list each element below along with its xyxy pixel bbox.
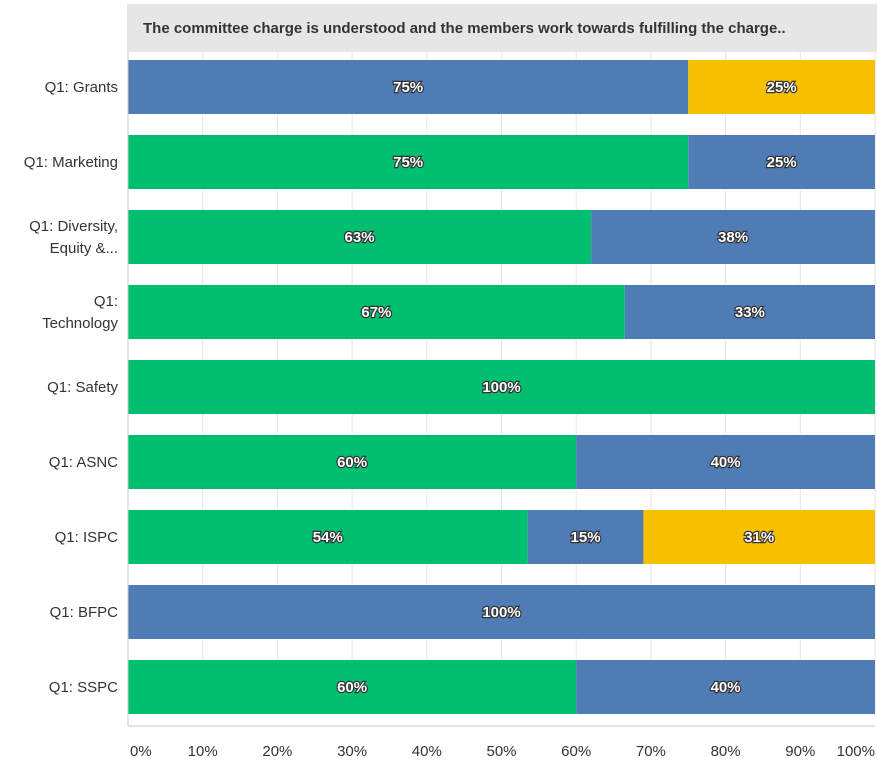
bar-segment xyxy=(688,60,875,114)
category-label: Q1: ISPC xyxy=(55,529,119,546)
data-labels: 75% 25% 75% 25% 63% 38% 67% 33% 100% 60% 40% 54% 15%… xyxy=(312,78,798,697)
data-label: 75% xyxy=(393,154,423,171)
data-label: 75% xyxy=(393,79,423,96)
data-label: 25% xyxy=(767,79,797,96)
bar-segment xyxy=(128,435,577,489)
bar-segment xyxy=(128,585,875,639)
data-label: 25% xyxy=(767,154,797,171)
category-label: Q1: Marketing xyxy=(24,154,118,171)
data-label: 67% xyxy=(361,304,391,321)
data-label: 31% xyxy=(744,529,774,546)
data-label: 40% xyxy=(711,454,741,471)
data-label: 100% xyxy=(482,379,520,396)
bar-segment xyxy=(128,135,689,189)
x-tick-label: 40% xyxy=(412,743,442,760)
x-tick-label: 20% xyxy=(262,743,292,760)
category-label: Q1: BFPC xyxy=(50,604,119,621)
data-label: 33% xyxy=(735,304,765,321)
category-label: Q1: Diversity, Equity &... xyxy=(29,218,118,257)
bar-segment xyxy=(688,135,875,189)
bar-segment xyxy=(643,510,875,564)
category-label: Q1: ASNC xyxy=(49,454,118,471)
bar-segment xyxy=(128,285,625,339)
x-tick-label: 70% xyxy=(636,743,666,760)
bar-segment xyxy=(624,285,875,339)
data-label: 100% xyxy=(482,604,520,621)
x-tick-label: 10% xyxy=(188,743,218,760)
bar-segment xyxy=(128,360,875,414)
x-tick-label: 60% xyxy=(561,743,591,760)
data-label: 60% xyxy=(337,454,367,471)
chart-title: The committee charge is understood and t… xyxy=(143,19,786,37)
data-label: 15% xyxy=(571,529,601,546)
category-label: Q1: SSPC xyxy=(49,679,118,696)
chart-title-bar: The committee charge is understood and t… xyxy=(127,4,877,52)
bar-series xyxy=(128,60,875,714)
bar-segment xyxy=(576,435,875,489)
data-label: 38% xyxy=(718,229,748,246)
category-label: Q1: Safety xyxy=(47,379,118,396)
data-label: 54% xyxy=(313,529,343,546)
x-tick-label: 80% xyxy=(711,743,741,760)
category-label: Q1: Grants xyxy=(45,79,118,96)
bar-segment xyxy=(128,60,689,114)
bar-segment xyxy=(128,510,528,564)
x-tick-label: 90% xyxy=(785,743,815,760)
x-tick-label: 50% xyxy=(486,743,516,760)
axes: 0% 10% 20% 30% 40% 50% 60% 70% 80% 90% 100% Q1: Gra… xyxy=(24,52,875,760)
data-label: 40% xyxy=(711,679,741,696)
x-tick-label: 30% xyxy=(337,743,367,760)
bar-segment xyxy=(591,210,875,264)
data-label: 63% xyxy=(345,229,375,246)
x-tick-label: 100% xyxy=(837,743,875,760)
bar-segment xyxy=(576,660,875,714)
bar-segment xyxy=(128,210,592,264)
bar-segment xyxy=(527,510,644,564)
category-label: Q1: Technology xyxy=(42,293,118,332)
bar-segment xyxy=(128,660,577,714)
data-label: 60% xyxy=(337,679,367,696)
x-tick-label: 0% xyxy=(130,743,152,760)
